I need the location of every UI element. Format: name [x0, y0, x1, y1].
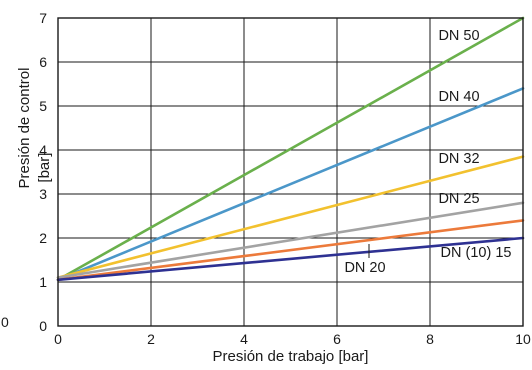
series-label: DN 50 — [438, 28, 479, 44]
y-tick-label: 5 — [39, 98, 47, 114]
series-line — [56, 219, 525, 282]
grid — [58, 18, 523, 326]
x-tick-label: 2 — [147, 331, 155, 347]
series-label: DN 25 — [438, 191, 479, 207]
x-axis-ticks: 0 2 4 6 8 10 — [54, 331, 531, 347]
series-line — [56, 155, 525, 279]
x-tick-label: 6 — [333, 331, 341, 347]
x-tick-label: 10 — [515, 331, 531, 347]
y-tick-label: 7 — [39, 10, 47, 26]
series-line — [56, 87, 525, 282]
series-label: DN (10) 15 — [441, 245, 512, 261]
y-axis-label: Presión de control — [16, 68, 33, 189]
y-tick-label: 6 — [39, 54, 47, 70]
y-axis-ticks: 0 1 2 3 4 5 6 7 — [39, 10, 47, 334]
x-axis-label: Presión de trabajo [bar] — [213, 348, 369, 365]
series-label: DN 20 — [344, 260, 385, 276]
y-tick-label: 2 — [39, 230, 47, 246]
y-tick-label: 3 — [39, 186, 47, 202]
series-labels: DN 50 DN 40 DN 32 DN 25 DN 20 DN (10) 15 — [344, 28, 511, 276]
stray-zero-label: 0 — [1, 314, 9, 330]
y-tick-label: 1 — [39, 274, 47, 290]
plot-frame — [57, 17, 524, 327]
series-line — [56, 236, 525, 282]
x-tick-label: 0 — [54, 331, 62, 347]
y-tick-label: 0 — [39, 318, 47, 334]
y-tick-label: 4 — [39, 142, 47, 158]
series-lines — [56, 16, 525, 282]
y-axis-unit: [bar] — [36, 153, 53, 183]
series-label: DN 32 — [438, 151, 479, 167]
series-label: DN 40 — [438, 89, 479, 105]
series-line — [56, 201, 525, 279]
x-tick-label: 4 — [240, 331, 248, 347]
series-line — [56, 16, 525, 282]
x-tick-label: 8 — [426, 331, 434, 347]
